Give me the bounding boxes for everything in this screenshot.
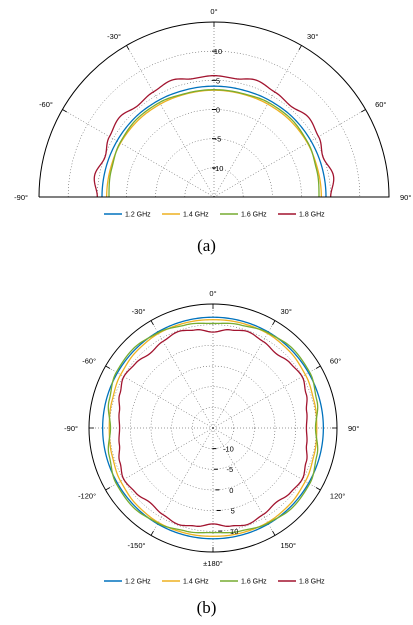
angular-tick: [105, 365, 111, 369]
angle-tick-label: ±180°: [203, 559, 223, 568]
radial-gridline: [155, 138, 273, 198]
series-line-1-8-ghz: [118, 329, 308, 527]
legend-label: 1.2 GHz: [125, 212, 151, 219]
angular-gridline: [126, 45, 215, 198]
angular-tick: [315, 365, 321, 369]
radial-tick-label: -5: [215, 135, 222, 144]
legend-label: 1.4 GHz: [183, 579, 209, 586]
radial-tick-label: 0: [229, 486, 233, 495]
angular-tick: [150, 530, 154, 536]
radial-tick-label: -10: [213, 164, 224, 173]
angle-tick-label: -90°: [64, 424, 78, 433]
angular-tick: [272, 530, 276, 536]
angle-tick-label: -60°: [82, 357, 96, 366]
angular-gridline: [105, 365, 214, 429]
caption-b: (b): [196, 598, 217, 617]
angular-tick: [298, 45, 302, 50]
angle-tick-label: 0°: [209, 290, 216, 298]
radial-tick-label: 10: [230, 527, 238, 536]
angular-tick: [150, 320, 154, 326]
radial-gridline: [192, 407, 234, 449]
angle-tick-label: 90°: [400, 193, 411, 202]
series-line-1-8-ghz: [93, 75, 335, 198]
angle-tick-label: 60°: [375, 100, 386, 109]
legend-label: 1.8 GHz: [299, 579, 325, 586]
angular-tick: [105, 487, 111, 491]
radial-gridline: [126, 109, 302, 198]
radial-tick-label: -10: [223, 445, 234, 454]
radial-tick-label: 5: [216, 76, 220, 85]
angular-tick: [126, 45, 130, 50]
angle-tick-label: -120°: [78, 492, 96, 501]
angle-tick-label: -90°: [14, 193, 28, 202]
angle-tick-label: 120°: [330, 492, 346, 501]
radial-gridline: [171, 386, 255, 470]
caption-a: (a): [197, 236, 216, 255]
legend-label: 1.4 GHz: [183, 212, 209, 219]
angle-tick-label: -150°: [127, 541, 145, 550]
angle-tick-label: 90°: [348, 424, 359, 433]
legend: 1.2 GHz 1.4 GHz 1.6 GHz 1.8 GHz: [104, 212, 325, 219]
polar-chart-b: 0° 30° 60° 90° 120° 150° ±180° -150° -120° -90° -6…: [64, 290, 359, 586]
radial-gridline: [130, 345, 296, 511]
series-line-1-4-ghz: [108, 319, 318, 537]
series-line-1-2-ghz: [101, 85, 327, 198]
plot-area: 0° 30° 60° 90° 120° 150° ±180° -150° -120° -90° -6…: [64, 290, 359, 568]
legend-label: 1.6 GHz: [241, 212, 267, 219]
radial-tick-label: 5: [231, 506, 235, 515]
series-line-1-6-ghz: [107, 322, 319, 534]
angle-tick-label: -30°: [107, 32, 121, 41]
radial-tick-label: 10: [214, 47, 222, 56]
legend: 1.2 GHz 1.4 GHz 1.6 GHz 1.8 GHz: [104, 579, 325, 586]
radial-gridline: [150, 365, 276, 491]
polar-frame: [38, 21, 390, 198]
legend-label: 1.2 GHz: [125, 579, 151, 586]
angular-tick: [62, 109, 67, 113]
angle-tick-label: 30°: [281, 307, 292, 316]
angular-gridline: [150, 320, 214, 429]
legend-label: 1.8 GHz: [299, 212, 325, 219]
radial-tick-label: 0: [216, 106, 220, 115]
angle-tick-label: -60°: [39, 100, 53, 109]
series-line-1-6-ghz: [108, 89, 320, 197]
angular-tick: [315, 487, 321, 491]
angle-tick-label: 60°: [330, 357, 341, 366]
angular-gridline: [212, 365, 321, 429]
legend-label: 1.6 GHz: [241, 579, 267, 586]
angular-gridline: [212, 427, 321, 491]
angle-tick-label: 150°: [281, 541, 297, 550]
radial-tick-label: -5: [227, 465, 234, 474]
angular-tick: [272, 320, 276, 326]
series-line-1-2-ghz: [101, 316, 325, 540]
plot-area: -90° -60° -30° 0° 30° 60° 90° -10 -5 0 5 10: [14, 7, 411, 202]
angular-tick: [361, 109, 366, 113]
angle-tick-label: 30°: [307, 32, 318, 41]
angle-tick-label: -30°: [132, 307, 146, 316]
angle-tick-label: 0°: [210, 7, 217, 16]
